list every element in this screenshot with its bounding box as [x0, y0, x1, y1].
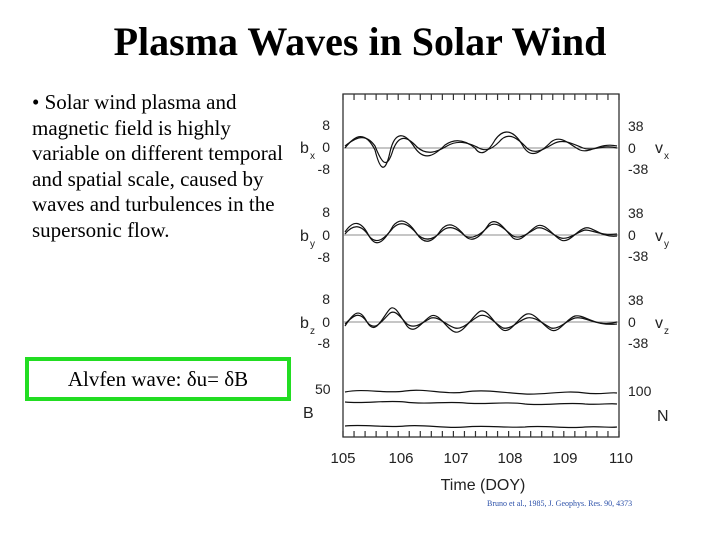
b-magnitude-trace [344, 389, 618, 395]
right-tick-label: 38 [628, 205, 644, 221]
right-tick-label: 100 [628, 383, 652, 399]
left-tick-label: 0 [322, 314, 330, 330]
right-axis-label: v [655, 140, 663, 157]
left-tick-label: -8 [318, 335, 331, 351]
left-axis-label: b [300, 140, 309, 157]
left-tick-label: 8 [322, 117, 330, 133]
right-tick-label: 38 [628, 118, 644, 134]
bullet-text: • Solar wind plasma and magnetic field i… [32, 90, 283, 242]
waveforms [344, 131, 618, 429]
left-tick-label: 0 [322, 227, 330, 243]
density-trace [344, 400, 618, 406]
vy-trace [344, 223, 618, 242]
right-tick-label: -38 [628, 161, 648, 177]
left-tick-label: 0 [322, 139, 330, 155]
left-axis-label: b [300, 315, 309, 332]
right-tick-label: -38 [628, 335, 648, 351]
left-axis-subscript: y [310, 239, 315, 250]
right-axis-subscript: z [664, 326, 669, 337]
right-axis-label: v [655, 315, 663, 332]
plot-frame [342, 93, 620, 438]
panel-bx: 8 0 -8 b x 38 0 -38 v x [300, 117, 669, 177]
right-tick-label: 0 [628, 314, 636, 330]
x-axis: 105 106 107 108 109 110 Time (DOY) [330, 450, 632, 494]
right-axis-label: v [655, 228, 663, 245]
solar-wind-figure: 8 0 -8 b x 38 0 -38 v x 8 0 -8 b y 38 0 … [300, 93, 669, 494]
vz-trace [344, 311, 618, 329]
x-tick-label: 105 [330, 450, 355, 467]
inner-ticks [342, 94, 620, 437]
left-tick-label: -8 [318, 161, 331, 177]
x-tick-label: 108 [497, 450, 522, 467]
left-axis-subscript: z [310, 326, 315, 337]
right-axis-label: N [657, 408, 669, 425]
x-tick-label: 106 [388, 450, 413, 467]
right-tick-label: -38 [628, 248, 648, 264]
right-axis-subscript: y [664, 239, 669, 250]
left-tick-label: 8 [322, 204, 330, 220]
left-axis-label: B [303, 405, 314, 422]
panel-b-n: 50 B 100 N [303, 381, 669, 425]
right-axis-subscript: x [664, 151, 669, 162]
by-trace [344, 220, 618, 244]
x-tick-label: 110 [609, 450, 633, 467]
slide-title: Plasma Waves in Solar Wind [113, 19, 607, 64]
x-tick-label: 109 [552, 450, 577, 467]
right-tick-label: 0 [628, 140, 636, 156]
left-axis-label: b [300, 228, 309, 245]
x-tick-label: 107 [443, 450, 468, 467]
left-tick-label: -8 [318, 249, 331, 265]
panel-bz: 8 0 -8 b z 38 0 -38 v z [300, 291, 669, 351]
bx-trace [344, 131, 618, 168]
bz-trace [344, 307, 618, 333]
panel-by: 8 0 -8 b y 38 0 -38 v y [300, 204, 669, 265]
left-tick-label: 50 [315, 381, 331, 397]
alfven-wave-box: Alvfen wave: δu= δB [25, 357, 291, 401]
left-tick-label: 8 [322, 291, 330, 307]
right-tick-label: 38 [628, 292, 644, 308]
left-axis-subscript: x [310, 151, 315, 162]
b-n-lower-trace [344, 424, 618, 429]
right-tick-label: 0 [628, 227, 636, 243]
vx-trace [344, 135, 618, 163]
x-axis-label: Time (DOY) [441, 477, 526, 494]
figure-credit: Bruno et al., 1985, J. Geophys. Res. 90,… [487, 499, 633, 508]
